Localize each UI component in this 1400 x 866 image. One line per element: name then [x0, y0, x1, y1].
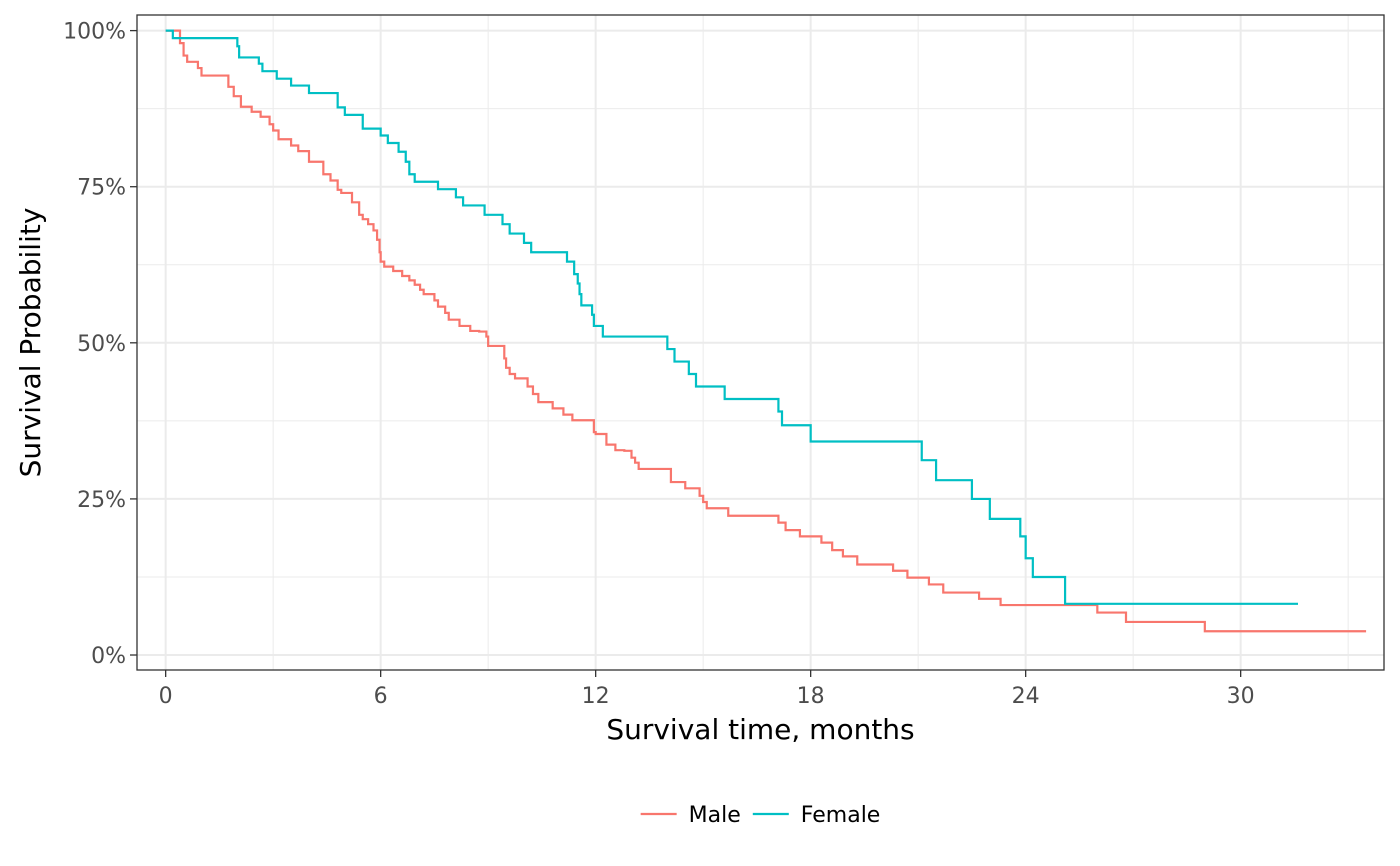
y-axis-title: Survival Probability: [14, 208, 47, 478]
series-line-male: [165, 29, 1367, 633]
x-tick-label: 0: [159, 684, 173, 709]
legend: Male Female: [640, 803, 881, 828]
y-tick-label: 50%: [77, 332, 126, 357]
x-tick-label: 18: [797, 684, 825, 709]
y-tick-label: 0%: [91, 644, 126, 669]
x-tick-label: 24: [1012, 684, 1040, 709]
x-tick-label: 12: [582, 684, 610, 709]
y-tick-label: 100%: [63, 20, 126, 45]
y-axis-ticks: 0% 25% 50% 75% 100%: [63, 20, 137, 669]
legend-item-male: Male: [640, 803, 741, 828]
x-axis-ticks: 0 6 12 18 24 30: [159, 670, 1255, 709]
series-line-female: [165, 29, 1298, 605]
legend-label: Female: [801, 803, 881, 828]
series-layer: [165, 29, 1367, 633]
major-grid: [137, 15, 1384, 670]
y-tick-label: 75%: [77, 176, 126, 201]
x-axis-title: Survival time, months: [606, 713, 914, 746]
x-tick-label: 30: [1227, 684, 1255, 709]
legend-item-female: Female: [752, 803, 881, 828]
x-tick-label: 6: [374, 684, 388, 709]
legend-label: Male: [689, 803, 741, 828]
y-tick-label: 25%: [77, 488, 126, 513]
